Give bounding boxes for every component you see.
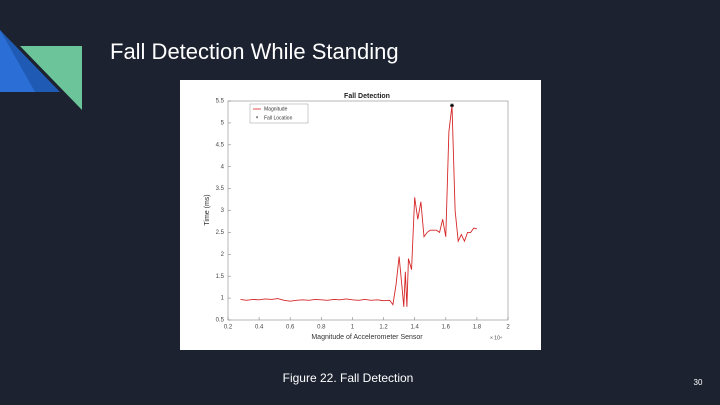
x-tick-label: 1.8 (473, 325, 482, 331)
legend-swatch: * (256, 117, 259, 123)
y-tick-label: 2 (221, 252, 225, 258)
fall-marker (450, 103, 454, 108)
x-tick-label: 1.4 (410, 325, 419, 331)
chart-title: Fall Detection (344, 93, 390, 100)
caption: Figure 22. Fall Detection (283, 371, 414, 385)
decor-green (20, 46, 82, 110)
y-tick-label: 2.5 (216, 230, 225, 236)
x-axis-label: Magnitude of Accelerometer Sensor (311, 334, 423, 341)
x-tick-label: 2 (506, 325, 510, 331)
legend-label: Fall Location (264, 115, 293, 121)
y-tick-label: 5 (221, 120, 225, 126)
x-exponent: × 10⁴ (490, 335, 502, 341)
x-tick-label: 1 (351, 325, 355, 331)
x-tick-label: 1.2 (379, 325, 388, 331)
y-axis-label: Time (ms) (204, 194, 211, 225)
x-tick-label: 1.6 (442, 325, 451, 331)
decor-blue-2 (0, 30, 35, 92)
x-tick-label: 0.2 (224, 325, 233, 331)
y-tick-label: 1.5 (216, 274, 225, 280)
y-tick-label: 5.5 (216, 99, 225, 105)
slide-title: Fall Detection While Standing (110, 39, 399, 64)
data-line (240, 105, 478, 307)
x-tick-label: 0.8 (317, 325, 326, 331)
legend-label: Magnitude (264, 106, 288, 112)
x-tick-label: 0.4 (255, 325, 264, 331)
y-tick-label: 3.5 (216, 186, 225, 192)
y-tick-label: 4.5 (216, 142, 225, 148)
y-tick-label: 0.5 (216, 318, 225, 324)
y-tick-label: 1 (221, 296, 225, 302)
legend-box (249, 103, 309, 124)
plot: 0.2 0.4 0.6 0.8 1 1.2 1.4 1.6 1.8 2 0.5 1 1.5 2 2.5 3 3.… (216, 99, 511, 331)
x-tick-label: 0.6 (286, 325, 295, 331)
chart-image (180, 80, 541, 350)
page-number: 30 (694, 378, 703, 387)
y-tick-label: 4 (221, 164, 225, 170)
y-tick-label: 3 (221, 208, 225, 214)
